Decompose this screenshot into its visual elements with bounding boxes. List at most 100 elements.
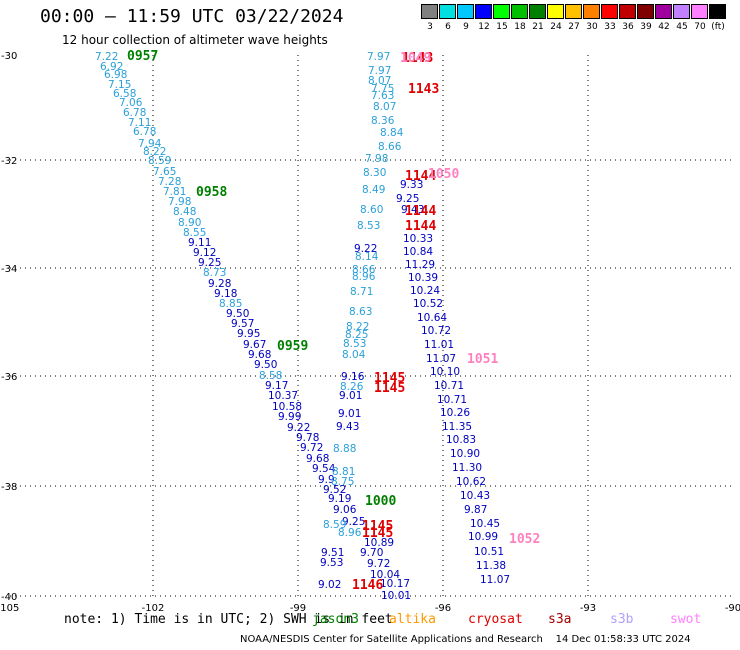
wave-height-value: 8.25 (345, 329, 368, 341)
wave-height-value: 10.62 (456, 476, 486, 488)
wave-height-value: 7.22 (95, 51, 118, 63)
wave-height-value: 8.04 (342, 349, 366, 361)
pass-time-label: 0957 (127, 49, 158, 64)
color-swatch (583, 4, 600, 19)
color-scale-label: 42 (658, 22, 670, 32)
lat-tick-label: -38 (1, 482, 17, 493)
wave-height-value: 9.53 (320, 557, 343, 569)
generated-timestamp: 14 Dec 01:58:33 UTC 2024 (555, 634, 691, 645)
lon-tick-label: -96 (435, 603, 451, 614)
satellite-legend-item: altika (389, 612, 436, 627)
wave-height-value: 9.25 (342, 516, 365, 528)
color-swatch (475, 4, 492, 19)
color-swatch (421, 4, 438, 19)
pass-time-label: 0958 (196, 185, 227, 200)
wave-height-value: 7.97 (368, 65, 391, 77)
color-scale-label: (ft) (711, 22, 725, 32)
wave-height-value: 10.37 (268, 390, 298, 402)
pass-time-label: 1144 (405, 169, 436, 184)
satellite-legend-item: swot (670, 612, 702, 627)
wave-height-value: 9.02 (318, 579, 341, 591)
pass-time-label: 1143 (402, 51, 433, 66)
pass-time-label: 1145 (362, 519, 393, 534)
wave-height-value: 10.26 (440, 407, 470, 419)
lon-tick-label: -93 (580, 603, 596, 614)
wave-height-value: 10.71 (434, 380, 464, 392)
wave-height-value: 7.15 (108, 79, 131, 91)
wave-height-value: 8.55 (183, 227, 206, 239)
wave-height-value: 8.36 (371, 115, 395, 127)
wave-height-value: 9.68 (248, 349, 271, 361)
wave-height-value: 8.22 (346, 321, 369, 333)
color-swatch (655, 4, 672, 19)
color-scale-label: 45 (676, 22, 688, 32)
wave-height-value: 8.75 (331, 476, 354, 488)
pass-time-label: 1143 (408, 82, 439, 97)
wave-height-value: 10.43 (460, 490, 490, 502)
wave-height-value: 10.33 (403, 233, 433, 245)
lat-tick-label: -36 (1, 372, 17, 383)
color-swatch (529, 4, 546, 19)
wave-height-value: 7.97 (367, 51, 390, 63)
color-scale-label: 33 (604, 22, 616, 32)
lat-tick-label: -40 (1, 592, 17, 603)
wave-height-value: 9.54 (312, 463, 336, 475)
wave-height-value: 8.49 (362, 184, 385, 196)
color-scale-label: 6 (445, 22, 451, 32)
pass-time-labels: 0957095809591000114311431144114411441145… (127, 49, 540, 593)
wave-height-value: 7.81 (163, 186, 186, 198)
pass-time-label: 1146 (352, 578, 383, 593)
wave-height-value: 7.94 (138, 138, 162, 150)
pass-time-label: 1052 (509, 532, 540, 547)
wave-height-value: 9.19 (328, 493, 351, 505)
wave-height-value: 9.50 (254, 359, 277, 371)
wave-height-value: 8.96 (352, 271, 376, 283)
wave-height-value: 7.75 (371, 83, 394, 95)
color-swatch (691, 4, 708, 19)
wave-height-value: 6.78 (123, 107, 146, 119)
wave-height-value: 11.07 (480, 574, 510, 586)
satellite-legend-item: jason3 (312, 612, 359, 627)
credit-line: NOAA/NESDIS Center for Satellite Applica… (240, 634, 691, 645)
wave-height-value: 10.39 (408, 272, 438, 284)
wave-height-value: 11.35 (442, 421, 472, 433)
wave-height-value: 9.28 (208, 278, 231, 290)
color-swatch (457, 4, 474, 19)
wave-height-value: 10.71 (437, 394, 467, 406)
wave-height-value: 8.53 (357, 220, 380, 232)
wave-height-value: 8.63 (349, 306, 372, 318)
wave-height-value: 9.16 (341, 371, 365, 383)
page-title: 00:00 – 11:59 UTC 03/22/2024 (40, 6, 344, 27)
wave-height-value: 10.83 (446, 434, 476, 446)
color-scale-label: 15 (496, 22, 508, 32)
wave-height-value: 11.38 (476, 560, 506, 572)
wave-height-value: 8.07 (373, 101, 396, 113)
wave-height-value: 9.9 (318, 474, 335, 486)
color-swatch (565, 4, 582, 19)
wave-height-value: 6.78 (133, 126, 156, 138)
wave-height-value: 8.14 (355, 251, 379, 263)
page-subtitle: 12 hour collection of altimeter wave hei… (62, 33, 328, 47)
color-swatch (601, 4, 618, 19)
wave-height-value: 6.98 (104, 69, 127, 81)
pass-time-label: 1144 (405, 204, 436, 219)
wave-height-value: 6.92 (100, 61, 123, 73)
wave-height-value: 7.65 (153, 166, 176, 178)
wave-height-value: 9.33 (400, 179, 423, 191)
wave-height-value: 9.25 (198, 257, 221, 269)
color-scale-label: 3 (427, 22, 433, 32)
color-swatch (619, 4, 636, 19)
wave-height-value: 9.43 (401, 204, 424, 216)
lon-tick-label: -90 (725, 603, 740, 614)
wave-height-value: 8.07 (368, 75, 391, 87)
color-scale-label: 30 (586, 22, 598, 32)
wave-height-value: 8.59 (323, 519, 346, 531)
wave-height-value: 8.58 (259, 370, 282, 382)
color-scale-label: 24 (550, 22, 562, 32)
wave-height-value: 11.07 (426, 353, 456, 365)
wave-height-value: 9.57 (231, 318, 254, 330)
wave-height-value: 7.06 (119, 97, 143, 109)
wave-height-value: 9.87 (464, 504, 487, 516)
wave-height-value: 8.96 (338, 527, 362, 539)
